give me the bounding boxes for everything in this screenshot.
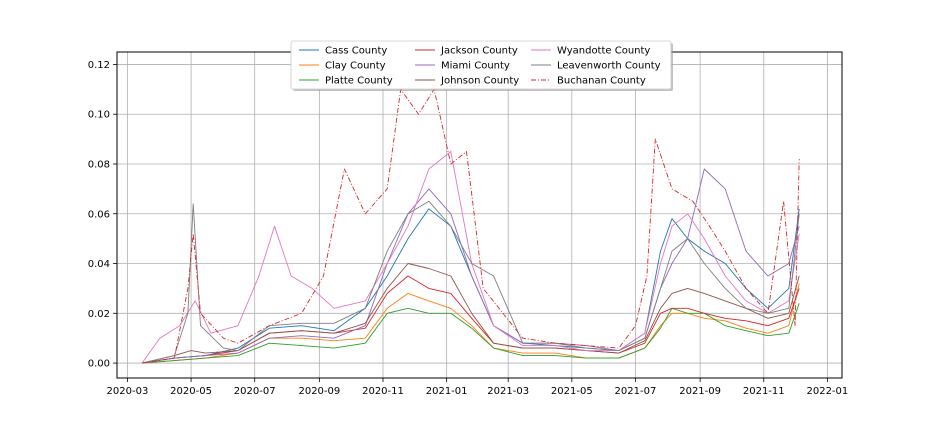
y-tick-label: 0.00 <box>88 359 110 370</box>
legend-entry: Buchanan County <box>531 76 646 87</box>
y-axis: 0.00 0.02 0.04 0.06 0.08 0.10 0.12 <box>88 60 117 370</box>
legend-entry: Johnson County <box>415 76 519 87</box>
legend-entry: Leavenworth County <box>531 61 661 72</box>
y-tick-label: 0.02 <box>88 309 110 320</box>
series-line-cass-county <box>141 208 800 364</box>
x-tick-label: 2021-07 <box>615 386 657 397</box>
legend-label: Jackson County <box>440 46 518 57</box>
legend-entry: Miami County <box>415 61 510 72</box>
legend-entry: Jackson County <box>415 46 518 57</box>
x-tick-label: 2021-11 <box>743 386 785 397</box>
series-layer <box>141 88 800 364</box>
x-axis: 2020-03 2020-05 2020-07 2020-09 2020-11 2021-… <box>107 378 848 397</box>
series-line-miami-county <box>141 168 800 364</box>
x-tick-label: 2020-09 <box>298 386 340 397</box>
y-tick-label: 0.10 <box>88 110 110 121</box>
series-line-leavenworth-county <box>141 200 800 364</box>
series-line-buchanan-county <box>141 88 800 364</box>
series-line-clay-county <box>141 283 800 364</box>
legend-label: Cass County <box>325 46 387 57</box>
legend-label: Clay County <box>325 61 386 72</box>
series-line-wyandotte-county <box>141 151 800 364</box>
y-tick-label: 0.12 <box>88 60 110 71</box>
series-line-johnson-county <box>141 263 800 364</box>
legend-box <box>290 40 672 90</box>
x-tick-label: 2021-05 <box>551 386 593 397</box>
x-tick-label: 2020-07 <box>234 386 276 397</box>
y-tick-label: 0.08 <box>88 159 110 170</box>
x-tick-label: 2021-01 <box>426 386 468 397</box>
legend-entry: Wyandotte County <box>531 46 650 57</box>
legend-entry: Clay County <box>299 61 386 72</box>
x-tick-label: 2022-01 <box>806 386 848 397</box>
legend-label: Platte County <box>325 76 393 87</box>
x-tick-label: 2020-05 <box>170 386 212 397</box>
legend-label: Wyandotte County <box>557 46 650 57</box>
legend-entry: Platte County <box>299 76 393 87</box>
legend-label: Buchanan County <box>557 76 646 87</box>
x-tick-label: 2021-03 <box>487 386 529 397</box>
legend-entry: Cass County <box>299 46 387 57</box>
series-line-platte-county <box>141 303 800 364</box>
x-tick-label: 2020-03 <box>107 386 149 397</box>
legend: Cass County Clay County Platte County Jacks… <box>290 40 673 91</box>
legend-label: Miami County <box>441 61 510 72</box>
legend-label: Johnson County <box>440 76 519 87</box>
x-tick-label: 2021-09 <box>679 386 721 397</box>
y-tick-label: 0.06 <box>88 209 110 220</box>
grid-lines <box>117 52 842 378</box>
y-tick-label: 0.04 <box>88 259 110 270</box>
legend-label: Leavenworth County <box>557 61 661 72</box>
x-tick-label: 2020-11 <box>362 386 404 397</box>
